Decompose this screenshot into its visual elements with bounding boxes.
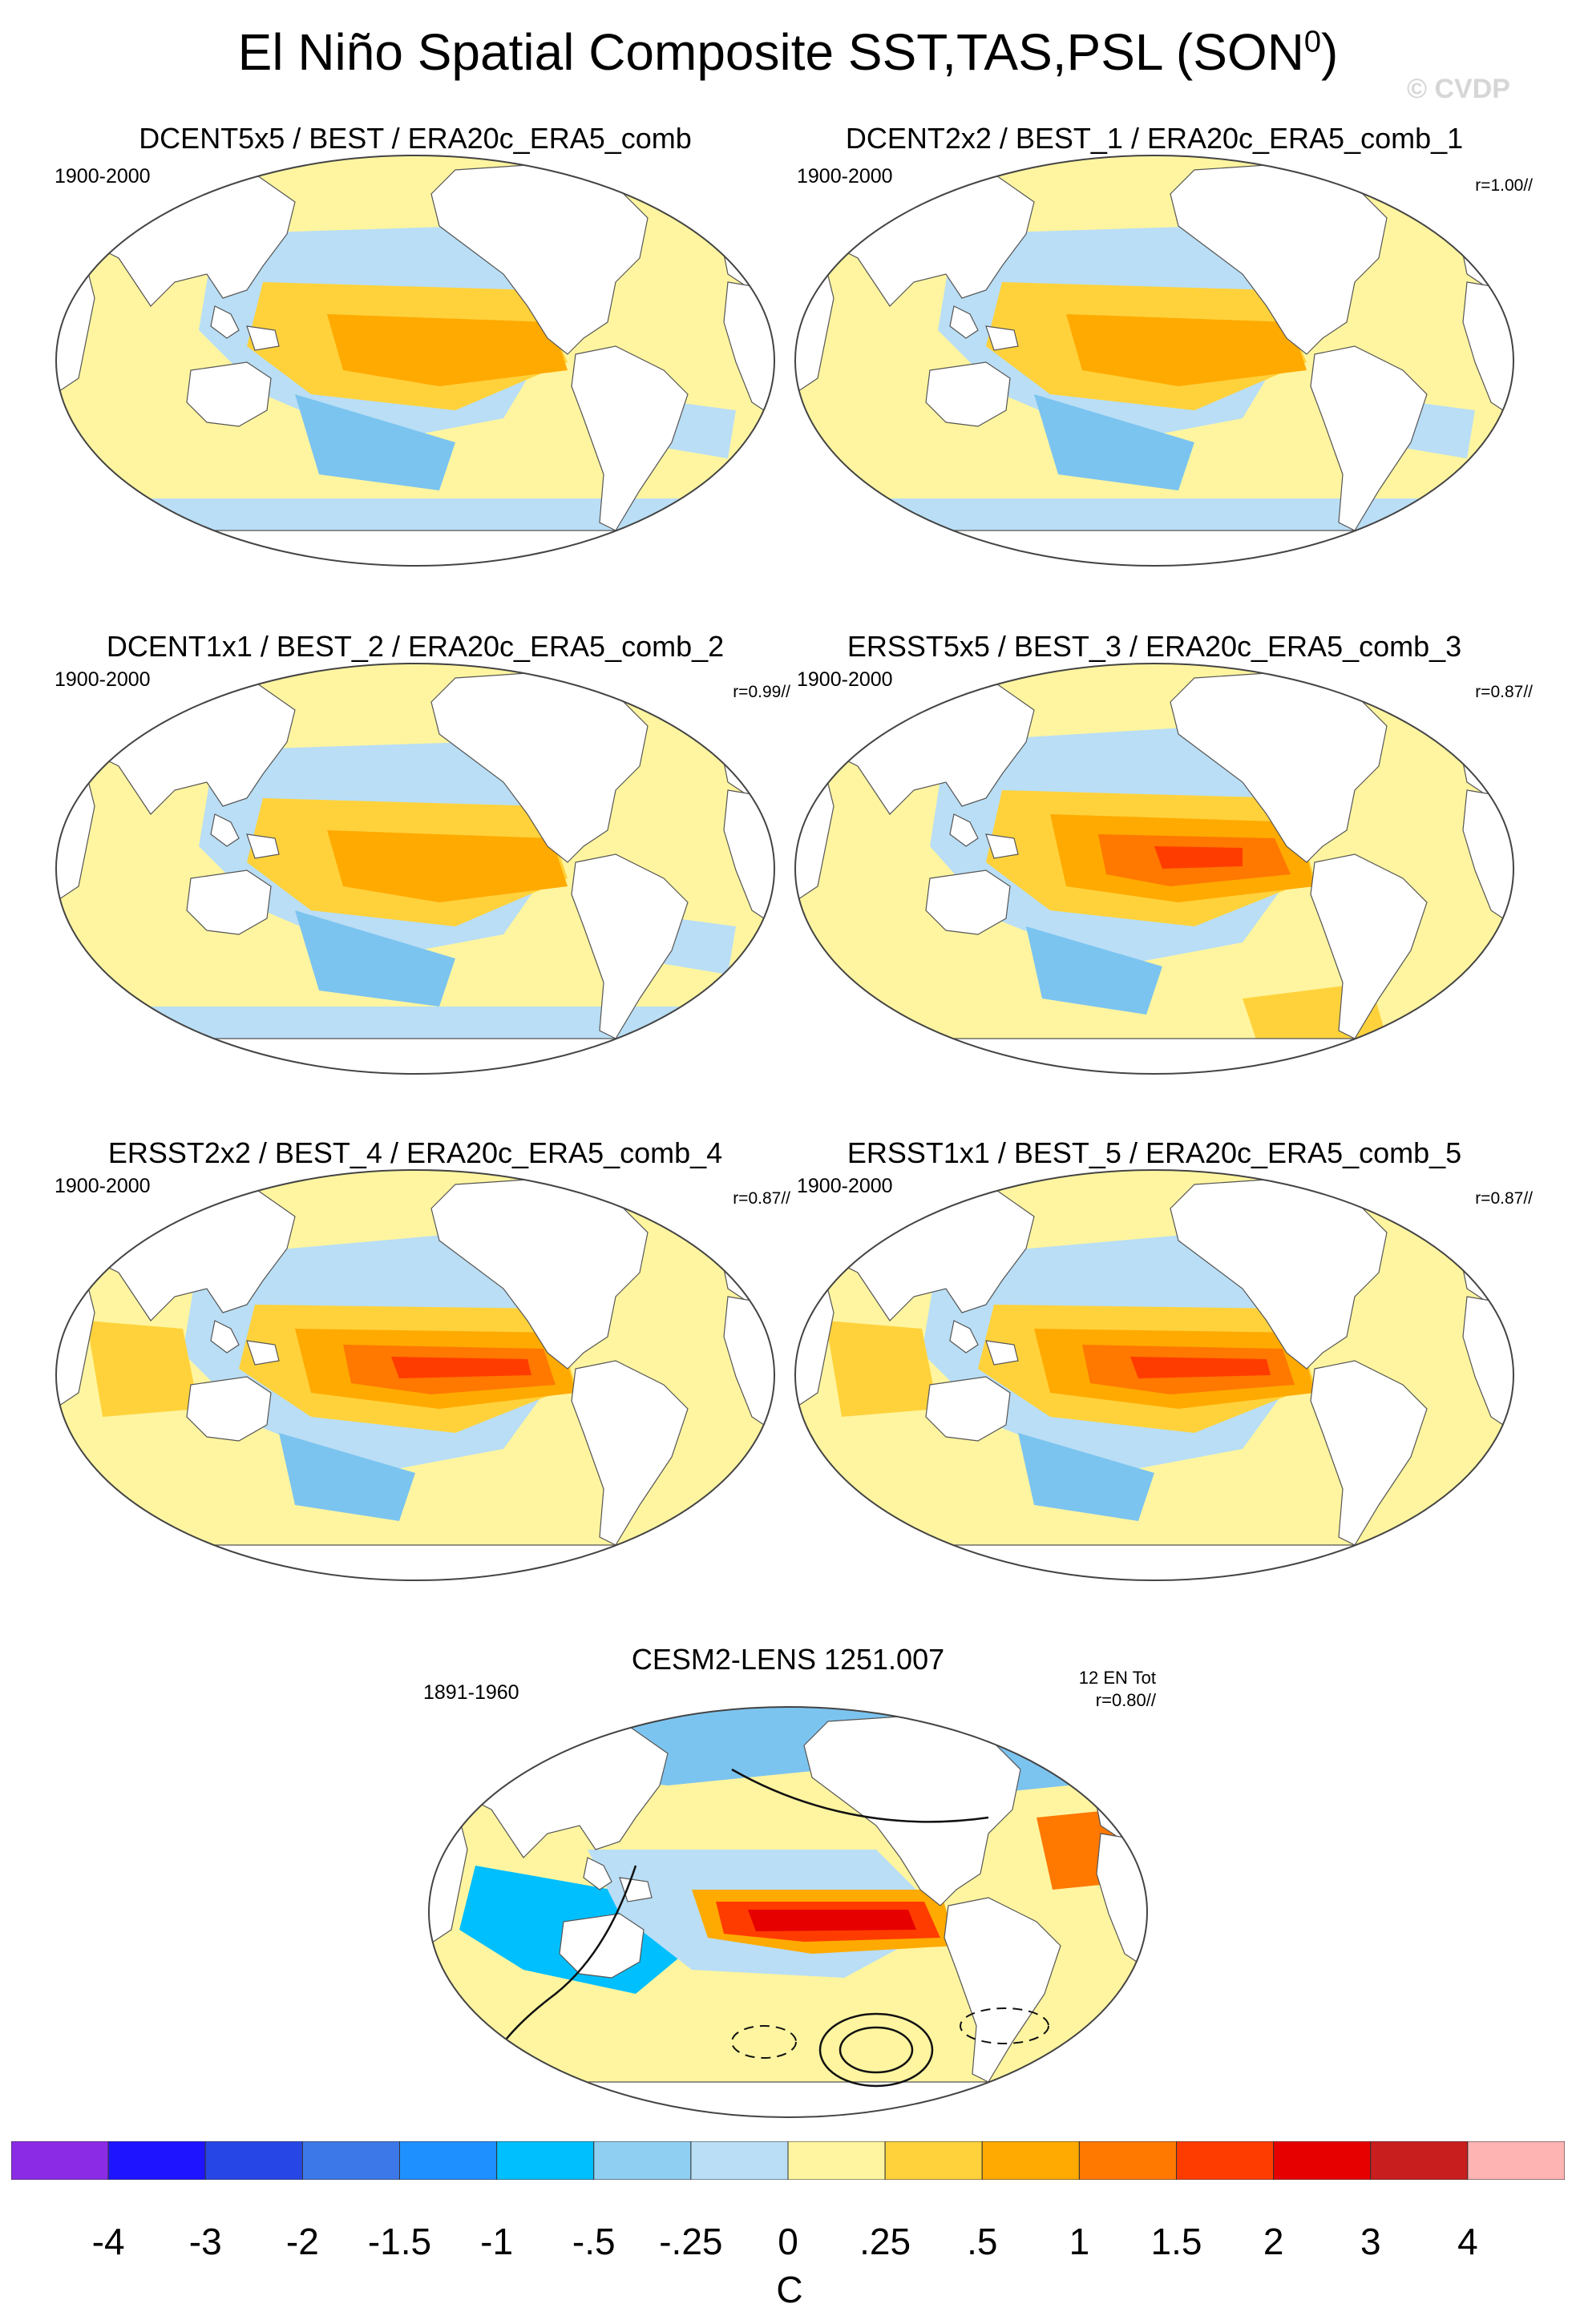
colorbar-tick-label: 0: [778, 2221, 798, 2262]
panel-title: ERSST5x5 / BEST_3 / ERA20c_ERA5_comb_3: [847, 630, 1462, 663]
colorbar-tick-label: 3: [1360, 2221, 1381, 2262]
colorbar-swatch: [496, 2141, 595, 2180]
colorbar-tick-label: -3: [188, 2221, 222, 2262]
colorbar-swatch: [107, 2141, 206, 2180]
colorbar-swatch: [593, 2141, 692, 2180]
composite-count-label: 12 EN Tot r=0.80//: [1079, 1667, 1156, 1712]
sst-anomaly-map: [55, 155, 775, 567]
period-label: 1900-2000: [797, 668, 893, 691]
sst-anomaly-map: [794, 663, 1514, 1075]
sst-anomaly-map: [428, 1706, 1148, 2118]
colorbar-swatch: [399, 2141, 498, 2180]
correlation-label: r=0.87//: [733, 1189, 790, 1208]
colorbar-tick-label: .5: [967, 2221, 998, 2262]
figure-title: El Niño Spatial Composite SST,TAS,PSL (S…: [237, 23, 1339, 81]
colorbar-swatch: [981, 2141, 1080, 2180]
panel-title: DCENT1x1 / BEST_2 / ERA20c_ERA5_comb_2: [106, 630, 725, 663]
event-count: 12 EN Tot: [1078, 1668, 1156, 1688]
colorbar-swatch: [884, 2141, 983, 2180]
panel-title: DCENT2x2 / BEST_1 / ERA20c_ERA5_comb_1: [845, 122, 1464, 155]
colorbar-unit-label: C: [776, 2269, 803, 2310]
map-panel-dcent2x2: DCENT2x2 / BEST_1 / ERA20c_ERA5_comb_1 1…: [794, 119, 1533, 599]
colorbar-swatch: [690, 2141, 789, 2180]
period-label: 1900-2000: [797, 1175, 893, 1197]
colorbar-swatch: [1078, 2141, 1178, 2180]
correlation-label: r=1.00//: [1475, 176, 1533, 195]
sst-anomaly-map: [794, 155, 1514, 567]
panel-title: ERSST2x2 / BEST_4 / ERA20c_ERA5_comb_4: [107, 1136, 723, 1169]
map-panel-ersst1x1: ERSST1x1 / BEST_5 / ERA20c_ERA5_comb_5 1…: [794, 1133, 1533, 1614]
colorbar-tick-label: -1: [480, 2221, 514, 2262]
panel-title: DCENT5x5 / BEST / ERA20c_ERA5_comb: [139, 122, 692, 155]
period-label: 1891-1960: [423, 1681, 519, 1704]
map-panel-dcent1x1: DCENT1x1 / BEST_2 / ERA20c_ERA5_comb_2 1…: [55, 627, 790, 1108]
period-label: 1900-2000: [55, 165, 151, 188]
period-label: 1900-2000: [797, 165, 893, 188]
map-panel-ersst5x5: ERSST5x5 / BEST_3 / ERA20c_ERA5_comb_3 1…: [794, 627, 1533, 1108]
correlation-label: r=0.87//: [1475, 683, 1533, 701]
correlation-label: r=0.87//: [1475, 1189, 1533, 1208]
colorbar-tick-label: -4: [91, 2221, 125, 2262]
colorbar: [11, 2141, 1565, 2180]
colorbar-swatch: [787, 2141, 886, 2180]
sst-anomaly-map: [55, 1169, 775, 1581]
period-label: 1900-2000: [55, 1175, 151, 1197]
panel-title: ERSST1x1 / BEST_5 / ERA20c_ERA5_comb_5: [847, 1136, 1462, 1169]
colorbar-swatch: [204, 2141, 303, 2180]
colorbar-tick-label: 2: [1263, 2221, 1284, 2262]
colorbar-swatch: [1176, 2141, 1275, 2180]
colorbar-tick-label: -2: [285, 2221, 319, 2262]
map-panel-cesm2-lens: CESM2-LENS 1251.007 1891-1960 12 EN Tot …: [423, 1643, 1156, 2124]
colorbar-swatch: [11, 2141, 109, 2180]
colorbar-tick-label: -.25: [659, 2221, 723, 2262]
colorbar-swatch: [1370, 2141, 1469, 2180]
panel-title: CESM2-LENS 1251.007: [631, 1643, 945, 1676]
colorbar-tick-label: .25: [859, 2221, 911, 2262]
colorbar-tick-label: 1.5: [1150, 2221, 1202, 2262]
colorbar-swatch: [1467, 2141, 1565, 2180]
sst-anomaly-map: [794, 1169, 1514, 1581]
cvdp-watermark: © CVDP: [1407, 74, 1510, 104]
colorbar-tick-label: 1: [1069, 2221, 1090, 2262]
map-panel-dcent5x5: DCENT5x5 / BEST / ERA20c_ERA5_comb 1900-…: [55, 119, 776, 599]
correlation-label: r=0.99//: [733, 683, 790, 701]
colorbar-tick-label: 4: [1457, 2221, 1478, 2262]
period-label: 1900-2000: [55, 668, 151, 691]
map-panel-ersst2x2: ERSST2x2 / BEST_4 / ERA20c_ERA5_comb_4 1…: [55, 1133, 790, 1614]
colorbar-tick-label: -1.5: [367, 2221, 432, 2262]
correlation-label: r=0.80//: [1095, 1690, 1156, 1710]
colorbar-swatch: [301, 2141, 401, 2180]
sst-anomaly-map: [55, 663, 775, 1075]
colorbar-swatch: [1273, 2141, 1372, 2180]
colorbar-tick-label: -.5: [572, 2221, 616, 2262]
